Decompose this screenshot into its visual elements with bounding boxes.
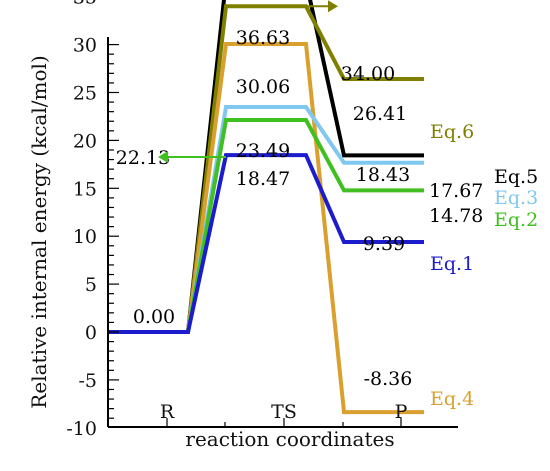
data-label-eq-3-p: 17.67 xyxy=(429,180,483,202)
y-tick-label: 20 xyxy=(73,130,97,152)
data-label-eq-1-p: 9.39 xyxy=(363,233,405,255)
legend-label-eq-4: Eq.4 xyxy=(430,388,474,410)
data-label-eq-5-ts: 36.63 xyxy=(236,27,290,49)
y-tick-label: 25 xyxy=(73,83,97,105)
x-tick-label-p: P xyxy=(395,401,408,423)
data-label-eq-5-p: 18.43 xyxy=(356,164,410,186)
y-tick-label: -5 xyxy=(78,370,97,392)
data-label-eq-6-p: 26.41 xyxy=(353,103,407,125)
x-tick-label-ts: TS xyxy=(271,401,297,423)
y-tick-label: 15 xyxy=(73,178,97,200)
legend-label-eq-5: Eq.5 xyxy=(494,166,538,188)
arrow-eq6-head xyxy=(328,0,338,13)
y-tick-label: 35 xyxy=(73,0,97,9)
series-line-eq-4 xyxy=(108,42,424,415)
x-tick-label-r: R xyxy=(160,401,175,423)
y-axis-title: Relative internal energy (kcal/mol) xyxy=(27,55,51,408)
data-label-eq-2-ts: 22.13 xyxy=(116,147,170,169)
series-layer xyxy=(108,0,424,415)
y-tick-label: 0 xyxy=(85,322,97,344)
data-label-eq-6-ts: 34.00 xyxy=(341,63,395,85)
y-tick-label: 10 xyxy=(73,226,97,248)
y-tick-label: -10 xyxy=(66,418,97,440)
data-label-eq-1-ts: 18.47 xyxy=(236,168,290,190)
data-label-eq-4-ts: 30.06 xyxy=(236,76,290,98)
data-label-eq-3-ts: 23.49 xyxy=(236,140,290,162)
x-axis-title: reaction coordinates xyxy=(185,427,394,451)
arrow-eq2-head xyxy=(158,151,168,163)
data-label-eq-2-p: 14.78 xyxy=(429,205,483,227)
labels-layer: 0.00 36.63 18.43 34.00 26.41 30.06 -8.36 23.49 1… xyxy=(116,0,538,410)
legend-label-eq-6: Eq.6 xyxy=(430,121,474,143)
y-tick-label: 5 xyxy=(85,274,97,296)
axes-layer: -10 -5 0 5 10 15 20 25 30 35 R TS P xyxy=(66,0,458,440)
series-line-eq-1 xyxy=(108,153,424,334)
legend-label-eq-2: Eq.2 xyxy=(494,209,538,231)
legend-label-eq-3: Eq.3 xyxy=(494,187,538,209)
data-label-eq-4-p: -8.36 xyxy=(364,368,413,390)
legend-label-eq-1: Eq.1 xyxy=(430,253,474,275)
y-tick-label: 30 xyxy=(73,35,97,57)
data-label-eq-5-r: 0.00 xyxy=(133,306,175,328)
